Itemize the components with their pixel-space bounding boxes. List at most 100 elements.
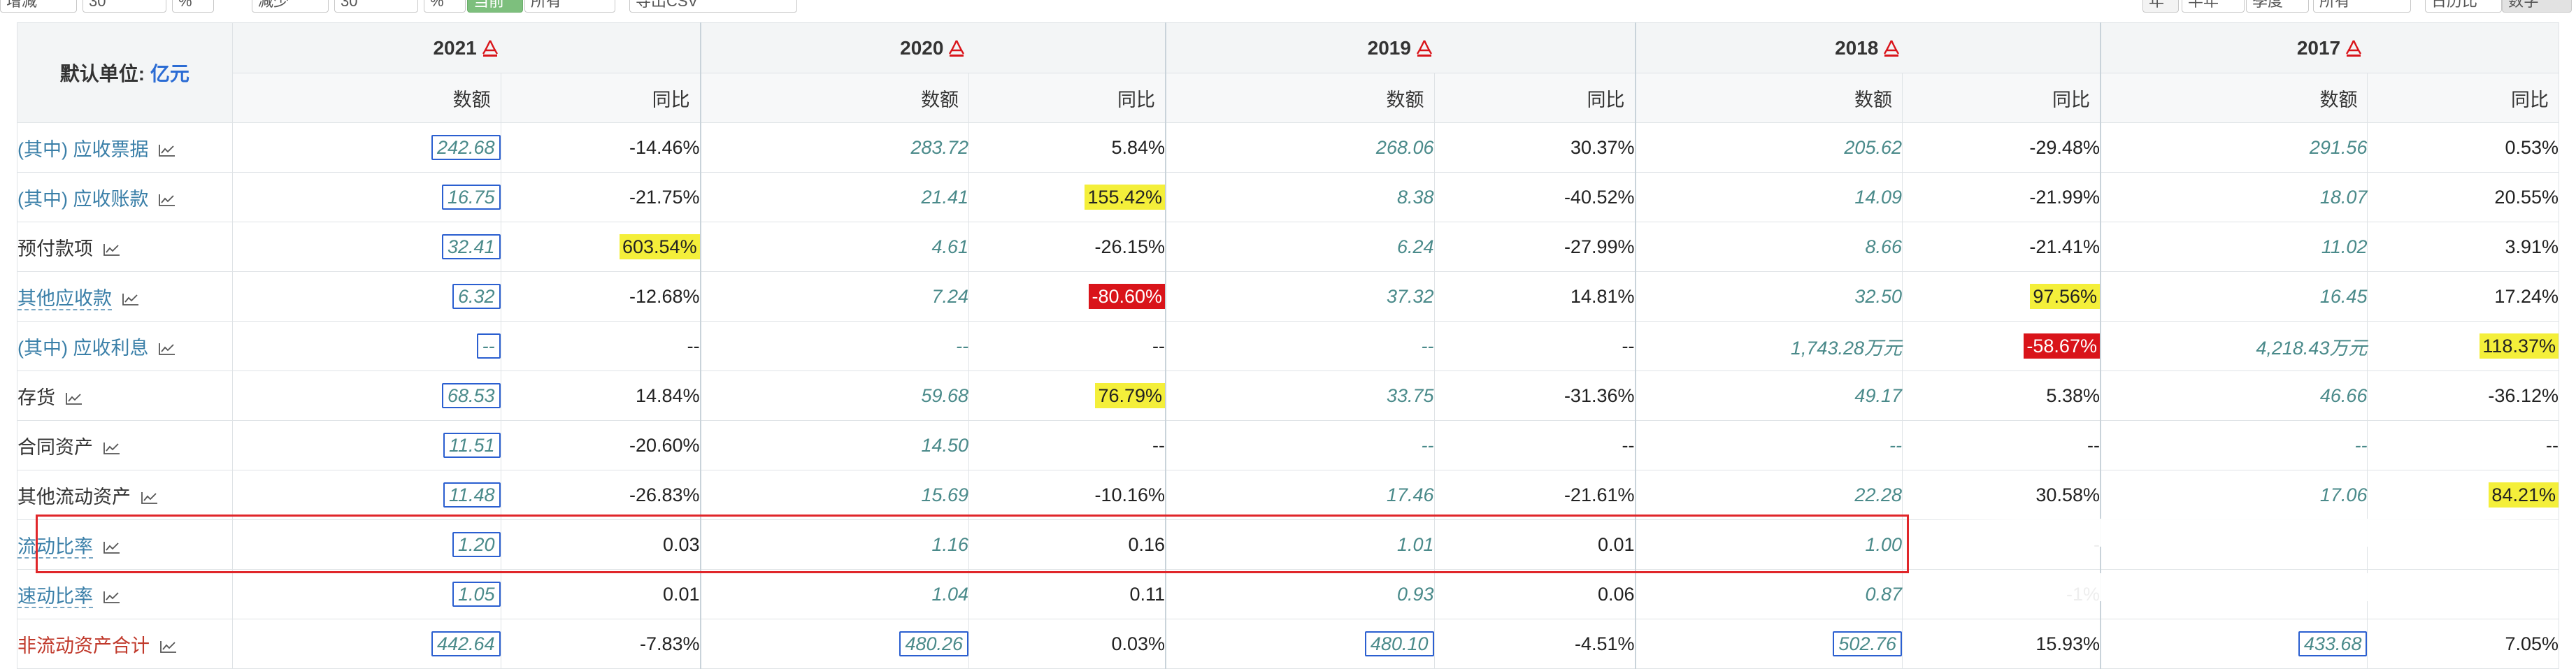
line-chart-icon[interactable]: [103, 243, 121, 257]
amount-value[interactable]: 16.75: [442, 185, 501, 210]
row-label[interactable]: (其中) 应收票据: [17, 138, 149, 160]
amount-value: 4,218.43万元: [2256, 337, 2368, 359]
yoy-value: 5.38%: [2046, 384, 2100, 406]
yoy-value: -31.36%: [1564, 384, 1635, 406]
amount-cell: 59.68: [699, 371, 970, 421]
line-chart-icon[interactable]: [103, 540, 121, 554]
line-chart-icon[interactable]: [158, 193, 176, 207]
toolbar-year-button[interactable]: 年: [2142, 0, 2179, 13]
amount-value[interactable]: --: [476, 333, 501, 359]
amount-cell: 17.06: [2099, 470, 2368, 520]
amount-value: 32.50: [1854, 285, 1902, 307]
row-label[interactable]: 其他应收款: [17, 287, 112, 310]
year-label: 2018: [1835, 36, 1879, 59]
amount-value: 59.68: [921, 384, 969, 406]
amount-value[interactable]: 6.32: [452, 284, 501, 309]
amount-value: 49.17: [1854, 384, 1902, 406]
toolbar-all-button[interactable]: 所有: [524, 0, 615, 13]
pdf-icon[interactable]: [1882, 38, 1901, 58]
line-chart-icon[interactable]: [103, 441, 121, 455]
toolbar-current-button[interactable]: 当前: [467, 0, 523, 13]
toolbar-number-button[interactable]: 数字: [2502, 0, 2572, 13]
pdf-icon[interactable]: [2345, 38, 2363, 58]
row-label: 合同资产: [17, 436, 93, 458]
amount-cell: 283.72: [699, 122, 970, 173]
amount-value[interactable]: 11.48: [443, 482, 501, 508]
toolbar-increase-input[interactable]: 30: [83, 0, 166, 13]
yoy-cell: -12.68%: [500, 271, 701, 322]
yoy-value: -26.83%: [629, 484, 700, 505]
toolbar-increase-label: 增减: [0, 0, 77, 13]
amount-value: 11.02: [2321, 236, 2368, 257]
toolbar-export-csv-button[interactable]: 导出CSV: [629, 0, 797, 13]
yoy-value: --: [2546, 434, 2559, 456]
yoy-value: --: [1152, 434, 1166, 456]
amount-value[interactable]: 502.76: [1833, 631, 1902, 656]
amount-cell: 433.68: [2099, 619, 2368, 669]
amount-value[interactable]: 480.10: [1364, 631, 1434, 656]
row-label[interactable]: (其中) 应收利息: [17, 337, 149, 359]
pdf-icon[interactable]: [481, 38, 499, 58]
yoy-cell: 14.84%: [500, 371, 701, 421]
table-row: 其他应收款 6.32 -12.68% 7.24 -80.60% 37.32 14.81% 32…: [17, 271, 2559, 322]
row-label[interactable]: (其中) 应收账款: [17, 188, 149, 210]
year-header-2018: 2018: [1634, 22, 2101, 73]
yoy-cell: -21.75%: [500, 172, 701, 222]
yoy-value: 3.91%: [2505, 236, 2559, 257]
amount-cell: 16.45: [2099, 271, 2368, 322]
amount-value[interactable]: 68.53: [442, 383, 501, 408]
amount-value: 18.07: [2319, 186, 2368, 208]
amount-cell: 11.02: [2099, 222, 2368, 272]
yoy-value: -29.48%: [2029, 136, 2100, 158]
amount-cell: 8.38: [1165, 172, 1435, 222]
amount-value: 17.46: [1386, 484, 1434, 505]
line-chart-icon[interactable]: [122, 292, 140, 306]
yoy-cell: -58.67%: [1901, 321, 2101, 371]
amount-cell: 21.41: [699, 172, 970, 222]
row-label-cell: (其中) 应收票据: [17, 122, 233, 173]
amount-value: 14.09: [1854, 186, 1902, 208]
blur-overlay: [1916, 519, 2576, 547]
pdf-icon[interactable]: [1415, 38, 1433, 58]
toolbar-decrease-input[interactable]: 30: [334, 0, 418, 13]
amount-cell: 15.69: [699, 470, 970, 520]
row-label-cell: (其中) 应收利息: [17, 321, 233, 371]
line-chart-icon[interactable]: [158, 342, 176, 356]
yoy-value: -12.68%: [629, 285, 700, 307]
toolbar-all-select[interactable]: 所有: [2313, 0, 2411, 13]
amount-cell: 268.06: [1165, 122, 1435, 173]
yoy-value: 20.55%: [2494, 186, 2559, 208]
amount-value: 6.24: [1396, 236, 1434, 257]
line-chart-icon[interactable]: [103, 590, 121, 604]
amount-value: 8.38: [1396, 186, 1434, 208]
line-chart-icon[interactable]: [141, 491, 159, 505]
row-label[interactable]: 流动比率: [17, 535, 93, 559]
amount-cell: 1.01: [1165, 519, 1435, 570]
toolbar-quarter-button[interactable]: 季度: [2246, 0, 2309, 13]
line-chart-icon[interactable]: [65, 391, 83, 405]
amount-value[interactable]: 242.68: [431, 135, 501, 160]
pdf-icon[interactable]: [947, 38, 966, 58]
amount-value[interactable]: 1.05: [452, 582, 501, 607]
row-label[interactable]: 非流动资产合计: [17, 635, 150, 656]
toolbar-calendar-compare-button[interactable]: 日历比: [2425, 0, 2502, 13]
yoy-value: 17.24%: [2494, 285, 2559, 307]
line-chart-icon[interactable]: [158, 143, 176, 157]
amount-value: 8.66: [1865, 236, 1902, 257]
amount-value[interactable]: 442.64: [431, 631, 501, 656]
amount-value[interactable]: 433.68: [2298, 631, 2368, 656]
row-label: 预付款项: [17, 238, 93, 259]
amount-value: --: [2354, 434, 2368, 456]
amount-value[interactable]: 480.26: [899, 631, 969, 656]
line-chart-icon[interactable]: [159, 640, 178, 654]
amount-value[interactable]: 32.41: [442, 234, 501, 259]
toolbar-halfyear-button[interactable]: 半年: [2182, 0, 2245, 13]
amount-value[interactable]: 1.20: [452, 532, 501, 557]
amount-cell: 14.50: [699, 420, 970, 470]
amount-value[interactable]: 11.51: [443, 433, 501, 458]
yoy-value: -36.12%: [2488, 384, 2559, 406]
yoy-cell: -21.41%: [1901, 222, 2101, 272]
amount-cell: --: [699, 321, 970, 371]
unit-value[interactable]: 亿元: [150, 63, 189, 85]
row-label[interactable]: 速动比率: [17, 585, 93, 608]
